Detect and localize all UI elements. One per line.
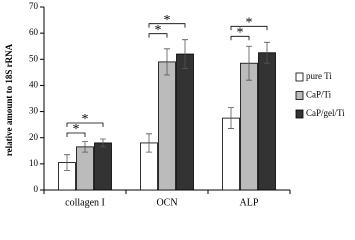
bar bbox=[176, 53, 194, 191]
error-bar bbox=[164, 48, 170, 76]
error-bar bbox=[146, 133, 152, 153]
bar bbox=[76, 146, 94, 191]
chart: relative amount to 18S rRNA 0 10 20 30 40 50 6… bbox=[4, 1, 345, 208]
y-tick-label: 10 bbox=[29, 158, 39, 168]
legend-label: CaP/Ti bbox=[306, 90, 332, 100]
x-tick-label: collagen I bbox=[65, 197, 105, 208]
significance-bracket bbox=[66, 122, 104, 128]
significance-label: * bbox=[246, 16, 253, 31]
significance-bracket bbox=[230, 35, 250, 41]
bar bbox=[240, 62, 258, 191]
error-bar bbox=[246, 45, 252, 81]
legend-label: CaP/gel/Ti bbox=[306, 108, 345, 118]
error-bar bbox=[64, 154, 70, 171]
legend-swatch bbox=[295, 109, 304, 119]
legend-swatch bbox=[295, 72, 304, 82]
x-tick-label: OCN bbox=[156, 197, 177, 208]
error-bar bbox=[82, 141, 88, 153]
bar bbox=[158, 61, 176, 191]
y-tick-label: 50 bbox=[29, 53, 39, 63]
y-axis-label: relative amount to 18S rRNA bbox=[4, 43, 14, 156]
y-tick-label: 70 bbox=[29, 1, 39, 11]
significance-bracket bbox=[148, 23, 186, 28]
x-tick-label: ALP bbox=[240, 197, 259, 208]
y-tick-label: 60 bbox=[29, 27, 39, 37]
significance-bracket bbox=[66, 132, 86, 138]
significance-label: * bbox=[82, 112, 89, 127]
bar bbox=[94, 142, 112, 191]
significance-label: * bbox=[73, 122, 80, 137]
error-bar bbox=[264, 41, 270, 64]
significance-label: * bbox=[155, 23, 162, 38]
error-bar bbox=[228, 107, 234, 129]
y-tick-label: 20 bbox=[29, 132, 39, 142]
y-tick-label: 40 bbox=[29, 79, 39, 89]
error-bar bbox=[100, 138, 106, 148]
y-tick-label: 0 bbox=[34, 184, 39, 194]
legend-label: pure Ti bbox=[306, 71, 332, 81]
legend-swatch bbox=[295, 91, 304, 100]
significance-bracket bbox=[148, 33, 168, 38]
significance-bracket bbox=[230, 25, 268, 31]
bar bbox=[258, 52, 276, 191]
error-bar bbox=[182, 39, 188, 69]
y-tick-label: 30 bbox=[29, 106, 39, 116]
significance-label: * bbox=[164, 13, 171, 28]
significance-label: * bbox=[237, 26, 244, 41]
